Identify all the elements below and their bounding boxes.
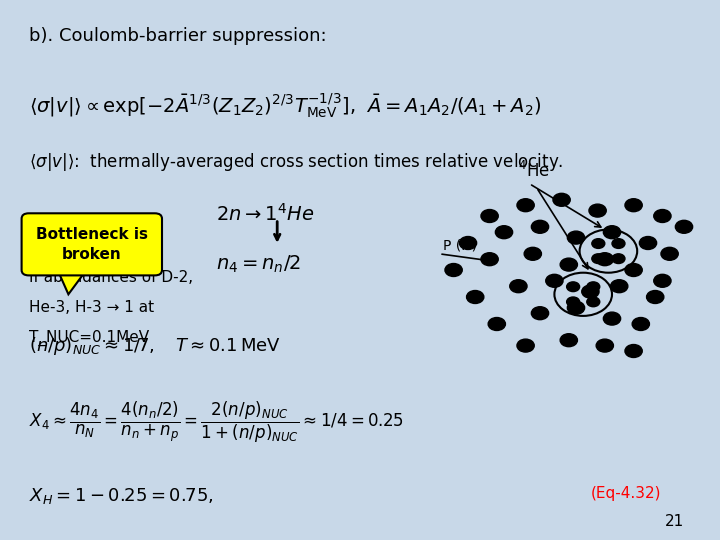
Circle shape (603, 226, 621, 239)
Circle shape (546, 274, 563, 287)
Text: $n_4 = n_n / 2$: $n_4 = n_n / 2$ (216, 254, 301, 275)
Text: (Eq-4.32): (Eq-4.32) (590, 486, 661, 501)
Circle shape (625, 199, 642, 212)
Text: $\langle \sigma |v| \rangle \propto \exp[-2\bar{A}^{1/3}(Z_1 Z_2)^{2/3} T_{\rm M: $\langle \sigma |v| \rangle \propto \exp… (29, 92, 541, 120)
Circle shape (567, 282, 580, 292)
Text: P (H): P (H) (443, 239, 477, 253)
Text: If abundances of D-2,: If abundances of D-2, (29, 270, 193, 285)
Circle shape (488, 318, 505, 330)
Text: Bottleneck is
broken: Bottleneck is broken (36, 227, 148, 262)
Text: b). Coulomb-barrier suppression:: b). Coulomb-barrier suppression: (29, 27, 326, 45)
Circle shape (632, 318, 649, 330)
Circle shape (445, 264, 462, 276)
Circle shape (467, 291, 484, 303)
Circle shape (481, 210, 498, 222)
Circle shape (603, 312, 621, 325)
Circle shape (531, 307, 549, 320)
Text: $2n \rightarrow 1^4He$: $2n \rightarrow 1^4He$ (216, 202, 315, 225)
Circle shape (517, 339, 534, 352)
Circle shape (587, 297, 600, 307)
Circle shape (567, 231, 585, 244)
Circle shape (647, 291, 664, 303)
Text: $(n/p)_{NUC} \approx 1/7, \quad T \approx 0.1\, {\rm MeV}$: $(n/p)_{NUC} \approx 1/7, \quad T \appro… (29, 335, 281, 357)
Circle shape (612, 239, 625, 248)
Circle shape (553, 193, 570, 206)
Circle shape (560, 334, 577, 347)
Circle shape (510, 280, 527, 293)
Circle shape (582, 285, 599, 298)
Text: $X_H = 1 - 0.25 = 0.75,$: $X_H = 1 - 0.25 = 0.75,$ (29, 486, 213, 506)
Circle shape (567, 297, 580, 307)
Text: T_NUC=0.1MeV: T_NUC=0.1MeV (29, 329, 149, 346)
Circle shape (592, 254, 605, 264)
Circle shape (567, 301, 585, 314)
Circle shape (654, 210, 671, 222)
Text: He-3, H-3 → 1 at: He-3, H-3 → 1 at (29, 300, 154, 315)
Circle shape (612, 254, 625, 264)
Text: $^4$He: $^4$He (518, 161, 550, 181)
Circle shape (560, 258, 577, 271)
Circle shape (625, 264, 642, 276)
Circle shape (611, 280, 628, 293)
Text: $\langle \sigma |v| \rangle$:  thermally-averaged cross section times relative v: $\langle \sigma |v| \rangle$: thermally-… (29, 151, 563, 173)
Circle shape (654, 274, 671, 287)
Text: 21: 21 (665, 514, 684, 529)
Circle shape (661, 247, 678, 260)
Circle shape (596, 339, 613, 352)
Circle shape (587, 282, 600, 292)
Circle shape (531, 220, 549, 233)
Polygon shape (58, 270, 86, 294)
Circle shape (517, 199, 534, 212)
Circle shape (675, 220, 693, 233)
Circle shape (625, 345, 642, 357)
Circle shape (524, 247, 541, 260)
Circle shape (592, 239, 605, 248)
Circle shape (596, 253, 613, 266)
Circle shape (639, 237, 657, 249)
Text: $X_4 \approx \dfrac{4n_4}{n_N} = \dfrac{4(n_n/2)}{n_n + n_p} = \dfrac{2(n/p)_{NU: $X_4 \approx \dfrac{4n_4}{n_N} = \dfrac{… (29, 400, 404, 445)
Circle shape (589, 204, 606, 217)
Circle shape (481, 253, 498, 266)
FancyBboxPatch shape (22, 213, 162, 275)
Circle shape (459, 237, 477, 249)
Circle shape (495, 226, 513, 239)
